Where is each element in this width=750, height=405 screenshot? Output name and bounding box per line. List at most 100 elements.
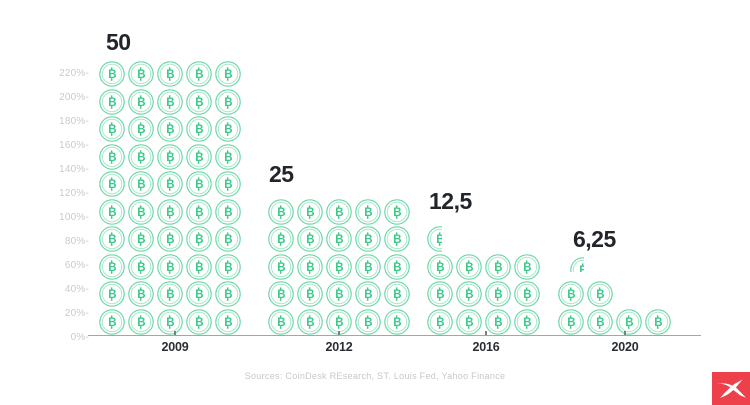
svg-text:B: B bbox=[335, 262, 343, 274]
bitcoin-coin-icon: B bbox=[268, 281, 294, 307]
svg-text:B: B bbox=[335, 234, 343, 246]
bitcoin-coin-icon: B bbox=[99, 226, 125, 252]
bitcoin-coin-icon: B bbox=[326, 226, 352, 252]
x-axis-tick bbox=[174, 331, 176, 335]
svg-text:B: B bbox=[108, 69, 116, 81]
coin: B bbox=[326, 198, 352, 225]
bitcoin-coin-icon: B bbox=[99, 308, 125, 335]
coin: B bbox=[514, 281, 540, 307]
svg-text:B: B bbox=[137, 207, 145, 219]
bitcoin-coin-icon: B bbox=[157, 198, 183, 225]
coin: B bbox=[186, 116, 212, 142]
bitcoin-coin-icon: B bbox=[297, 226, 323, 252]
svg-text:B: B bbox=[364, 289, 372, 301]
svg-text:B: B bbox=[364, 234, 372, 246]
svg-text:B: B bbox=[166, 262, 174, 274]
bitcoin-coin-icon: B bbox=[186, 143, 212, 170]
bitcoin-coin-icon: B bbox=[215, 61, 241, 87]
x-axis-year-label: 2012 bbox=[325, 340, 353, 354]
bitcoin-coin-icon: B bbox=[514, 253, 540, 280]
bitcoin-coin-icon: B bbox=[99, 281, 125, 307]
y-axis-tick-label: 160%- bbox=[59, 139, 89, 151]
coin: B bbox=[128, 281, 154, 307]
bitcoin-coin-icon: B bbox=[99, 198, 125, 225]
svg-text:B: B bbox=[596, 317, 604, 329]
bitcoin-coin-icon: B bbox=[186, 61, 212, 87]
svg-text:B: B bbox=[224, 262, 232, 274]
svg-text:B: B bbox=[277, 207, 285, 219]
coin: B bbox=[128, 253, 154, 280]
coin: B bbox=[99, 171, 125, 197]
coin: B bbox=[99, 143, 125, 170]
svg-text:B: B bbox=[277, 262, 285, 274]
partial-coin: B bbox=[427, 226, 442, 252]
bitcoin-coin-icon: B bbox=[384, 308, 410, 335]
bitcoin-coin-icon: B bbox=[268, 253, 294, 280]
svg-text:B: B bbox=[465, 289, 473, 301]
coin: B bbox=[384, 308, 410, 335]
coin: B bbox=[268, 253, 294, 280]
bitcoin-coin-icon: B bbox=[157, 253, 183, 280]
bitcoin-coin-icon: B bbox=[645, 308, 671, 335]
bitcoin-coin-icon: B bbox=[268, 226, 294, 252]
svg-text:B: B bbox=[195, 289, 203, 301]
coin: B bbox=[215, 281, 241, 307]
bitcoin-coin-icon: B bbox=[128, 198, 154, 225]
coin: B bbox=[128, 88, 154, 115]
bitcoin-coin-icon: B bbox=[99, 171, 125, 197]
svg-text:B: B bbox=[364, 317, 372, 329]
coin: B bbox=[186, 61, 212, 87]
coin: B bbox=[186, 226, 212, 252]
svg-text:B: B bbox=[224, 207, 232, 219]
coin: B bbox=[99, 88, 125, 115]
svg-text:B: B bbox=[523, 262, 531, 274]
svg-text:B: B bbox=[567, 317, 575, 329]
coin: B bbox=[157, 281, 183, 307]
bitcoin-coin-icon: B bbox=[485, 281, 511, 307]
svg-text:B: B bbox=[393, 262, 401, 274]
bitcoin-coin-icon: B bbox=[186, 253, 212, 280]
svg-text:B: B bbox=[166, 234, 174, 246]
bitcoin-coin-icon: B bbox=[157, 88, 183, 115]
svg-text:B: B bbox=[137, 69, 145, 81]
svg-text:B: B bbox=[108, 234, 116, 246]
bitcoin-coin-icon: B bbox=[297, 198, 323, 225]
coin: B bbox=[587, 281, 613, 307]
bitcoin-coin-icon: B bbox=[297, 281, 323, 307]
bitcoin-coin-icon: B bbox=[99, 88, 125, 115]
x-axis-tick bbox=[624, 331, 626, 335]
svg-text:B: B bbox=[596, 289, 604, 301]
coin: B bbox=[384, 253, 410, 280]
svg-text:B: B bbox=[224, 152, 232, 164]
coin: B bbox=[215, 88, 241, 115]
svg-text:B: B bbox=[306, 289, 314, 301]
bitcoin-coin-icon: B bbox=[427, 281, 453, 307]
svg-text:B: B bbox=[195, 179, 203, 191]
y-axis-tick-label: 220%- bbox=[59, 67, 89, 79]
bitcoin-coin-icon: B bbox=[99, 116, 125, 142]
coin: B bbox=[157, 61, 183, 87]
bitcoin-coin-icon: B bbox=[186, 226, 212, 252]
bitcoin-coin-icon: B bbox=[215, 308, 241, 335]
coin: B bbox=[326, 281, 352, 307]
coin: B bbox=[157, 116, 183, 142]
svg-text:B: B bbox=[137, 262, 145, 274]
x-axis-tick bbox=[338, 331, 340, 335]
coin: B bbox=[186, 253, 212, 280]
coin: B bbox=[384, 226, 410, 252]
bitcoin-coin-icon: B bbox=[215, 88, 241, 115]
svg-text:B: B bbox=[224, 179, 232, 191]
svg-text:B: B bbox=[306, 262, 314, 274]
y-axis-tick-label: 40%- bbox=[64, 283, 89, 295]
coin: B bbox=[157, 198, 183, 225]
coin: B bbox=[186, 143, 212, 170]
bitcoin-coin-icon: B bbox=[268, 308, 294, 335]
y-axis-tick-label: 20%- bbox=[64, 307, 89, 319]
bitcoin-coin-icon: B bbox=[128, 88, 154, 115]
bitcoin-coin-icon: B bbox=[186, 116, 212, 142]
svg-text:B: B bbox=[277, 289, 285, 301]
coin: B bbox=[384, 198, 410, 225]
coin: B bbox=[268, 308, 294, 335]
coin: B bbox=[616, 308, 642, 335]
bitcoin-coin-icon: B bbox=[427, 253, 453, 280]
